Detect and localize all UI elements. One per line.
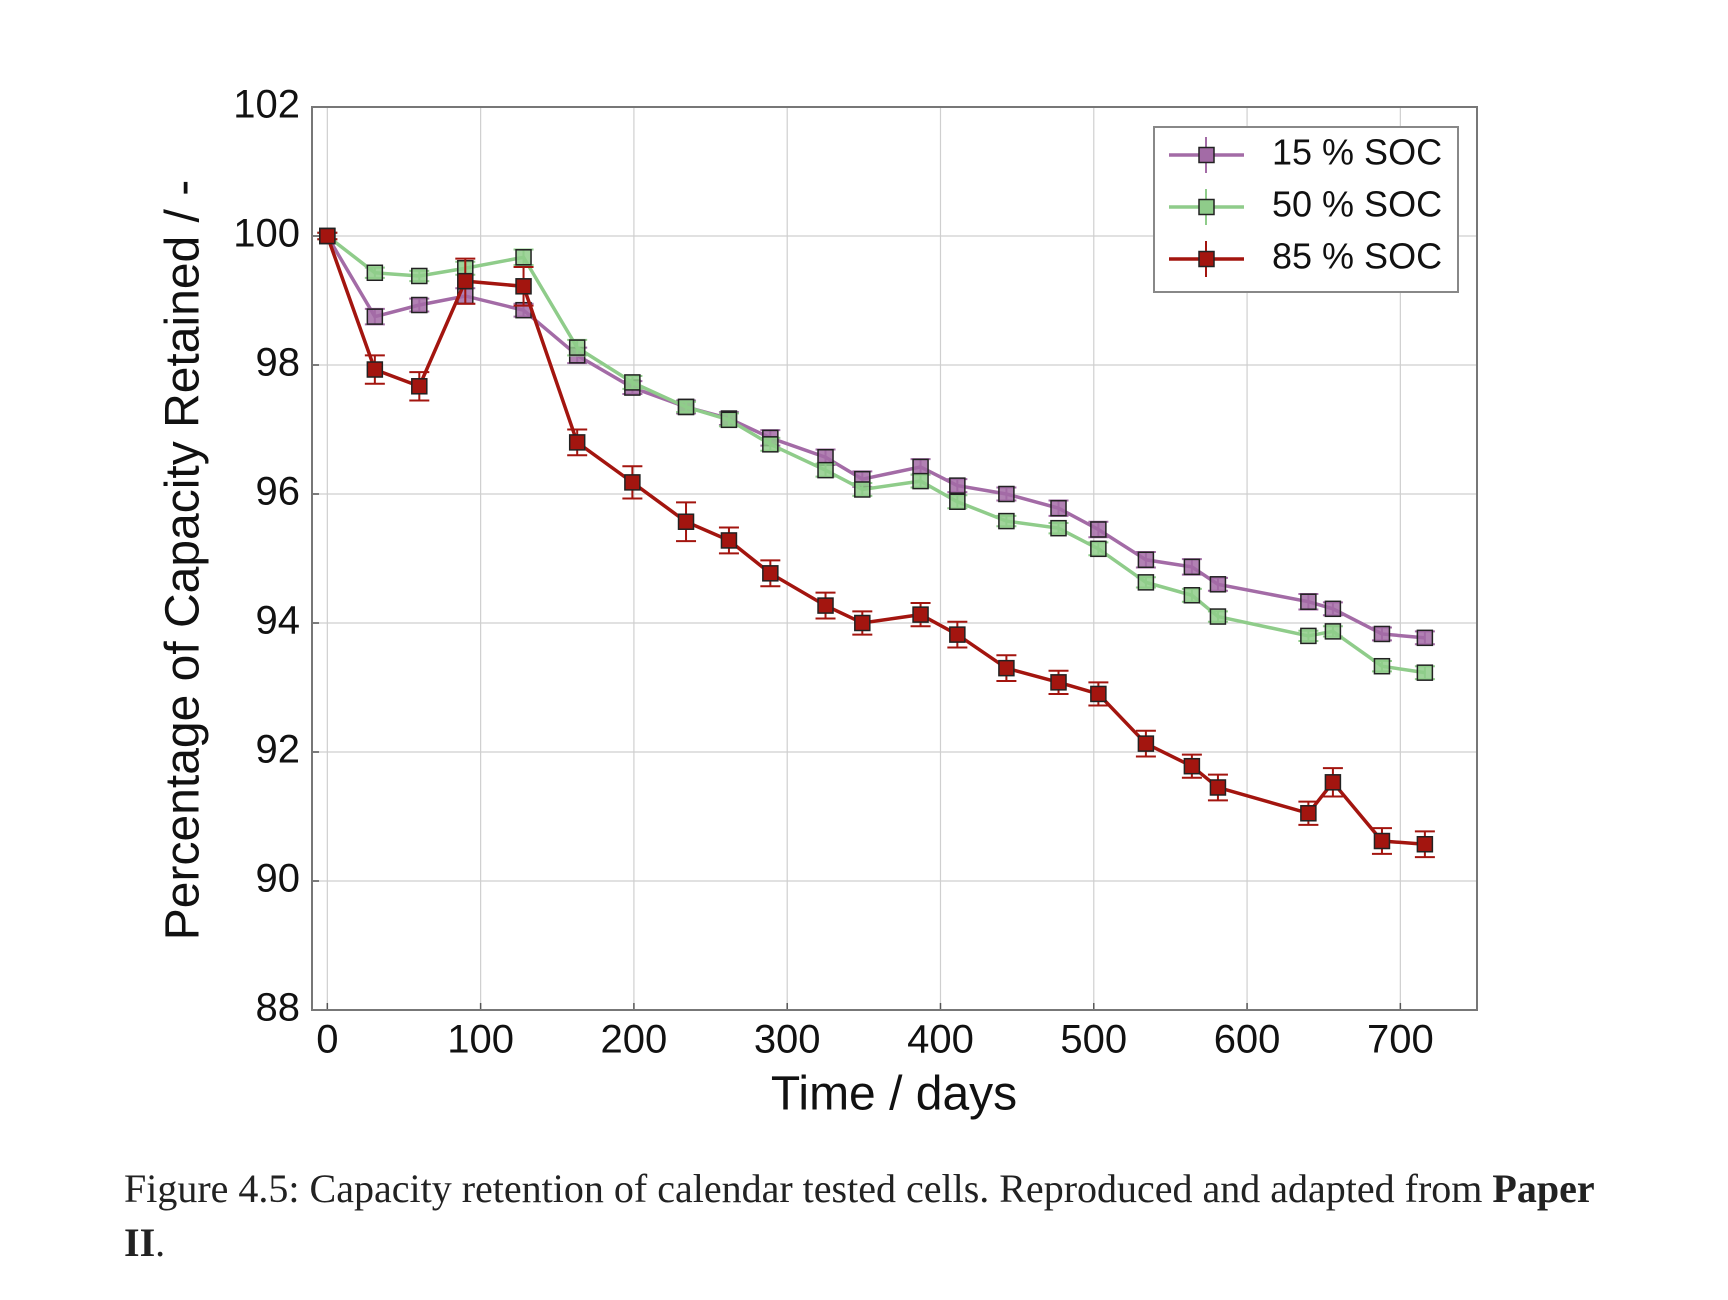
marker [515, 249, 532, 266]
legend-marker [1198, 250, 1215, 268]
marker [949, 493, 966, 510]
chart: Time / days Percentage of Capacity Retai… [157, 83, 1478, 1121]
marker [949, 626, 966, 643]
series-line [326, 234, 1426, 675]
marker [1373, 832, 1391, 850]
marker [1416, 835, 1434, 853]
series-line [325, 235, 1426, 846]
marker [1324, 600, 1342, 618]
caption-text: Figure 4.5: Capacity retention of calend… [124, 1166, 1483, 1211]
y-tick-label: 96 [256, 470, 301, 514]
marker [1183, 757, 1201, 775]
y-tick-label: 90 [256, 857, 301, 901]
marker [762, 436, 779, 453]
marker [1209, 576, 1227, 593]
marker [1300, 805, 1317, 822]
legend-label: 50 % SOC [1272, 184, 1442, 225]
marker [1373, 625, 1391, 643]
x-tick-label: 300 [754, 1018, 821, 1062]
marker [912, 458, 929, 476]
caption-bold: Paper II [124, 1166, 1594, 1265]
marker [677, 513, 695, 530]
marker [677, 398, 695, 416]
marker [411, 267, 428, 285]
marker [1050, 499, 1067, 517]
marker [624, 374, 641, 391]
legend-label: 15 % SOC [1272, 132, 1442, 173]
marker [366, 361, 384, 378]
y-tick-label: 102 [233, 83, 300, 127]
y-axis-label: Percentage of Capacity Retained / - [157, 180, 210, 940]
marker [1183, 558, 1201, 576]
y-tick-label: 88 [256, 986, 301, 1030]
x-tick-label: 100 [447, 1018, 514, 1062]
series-line [325, 235, 1426, 640]
marker [366, 308, 384, 325]
marker [912, 472, 929, 490]
marker [949, 477, 966, 494]
marker [1324, 623, 1342, 640]
y-tick-label: 92 [256, 728, 301, 772]
marker [817, 461, 834, 479]
marker [568, 434, 586, 451]
marker [817, 597, 834, 614]
marker [720, 532, 738, 549]
legend-label: 85 % SOC [1272, 236, 1442, 277]
x-axis-label: Time / days [771, 1068, 1017, 1121]
marker [762, 565, 779, 582]
series [317, 227, 1435, 681]
marker [1416, 629, 1434, 647]
marker [1209, 779, 1227, 796]
marker [1050, 519, 1067, 537]
marker [411, 296, 428, 314]
marker [1373, 657, 1391, 675]
y-tick-label: 100 [233, 212, 300, 256]
marker [624, 474, 641, 491]
x-tick-label: 600 [1214, 1018, 1281, 1062]
marker [1050, 674, 1067, 691]
marker [568, 339, 586, 356]
marker [720, 411, 738, 429]
marker [1300, 627, 1317, 645]
x-tick-label: 200 [601, 1018, 668, 1062]
x-tick-label: 0 [316, 1018, 338, 1062]
caption-end: . [155, 1220, 166, 1265]
x-tick-label: 700 [1367, 1018, 1434, 1062]
plot-frame [311, 106, 1478, 1011]
marker [998, 485, 1015, 503]
marker [1183, 587, 1201, 604]
figure-caption: Figure 4.5: Capacity retention of calend… [124, 1162, 1644, 1270]
marker [854, 481, 871, 498]
marker [1137, 574, 1155, 591]
x-tick-label: 400 [907, 1018, 974, 1062]
marker [1090, 540, 1107, 558]
legend-marker [1198, 198, 1215, 216]
y-tick-label: 94 [256, 599, 301, 643]
marker [319, 227, 336, 245]
marker [854, 614, 871, 632]
marker [1209, 608, 1227, 625]
marker [1090, 685, 1107, 703]
series [317, 227, 1435, 859]
x-tick-label: 500 [1060, 1018, 1127, 1062]
marker [366, 264, 384, 282]
marker [1137, 551, 1155, 569]
marker [1090, 521, 1107, 538]
y-tick-label: 98 [256, 341, 301, 385]
legend: 15 % SOC 50 % SOC 85 % SOC [1153, 126, 1459, 293]
marker [1416, 664, 1434, 681]
marker [457, 272, 474, 290]
marker [998, 659, 1015, 677]
marker [515, 278, 532, 295]
marker [912, 606, 929, 623]
marker [998, 512, 1015, 530]
marker [1137, 735, 1155, 752]
marker [411, 378, 428, 395]
legend-marker [1198, 146, 1215, 164]
marker [1300, 593, 1317, 610]
marker [1324, 774, 1342, 791]
